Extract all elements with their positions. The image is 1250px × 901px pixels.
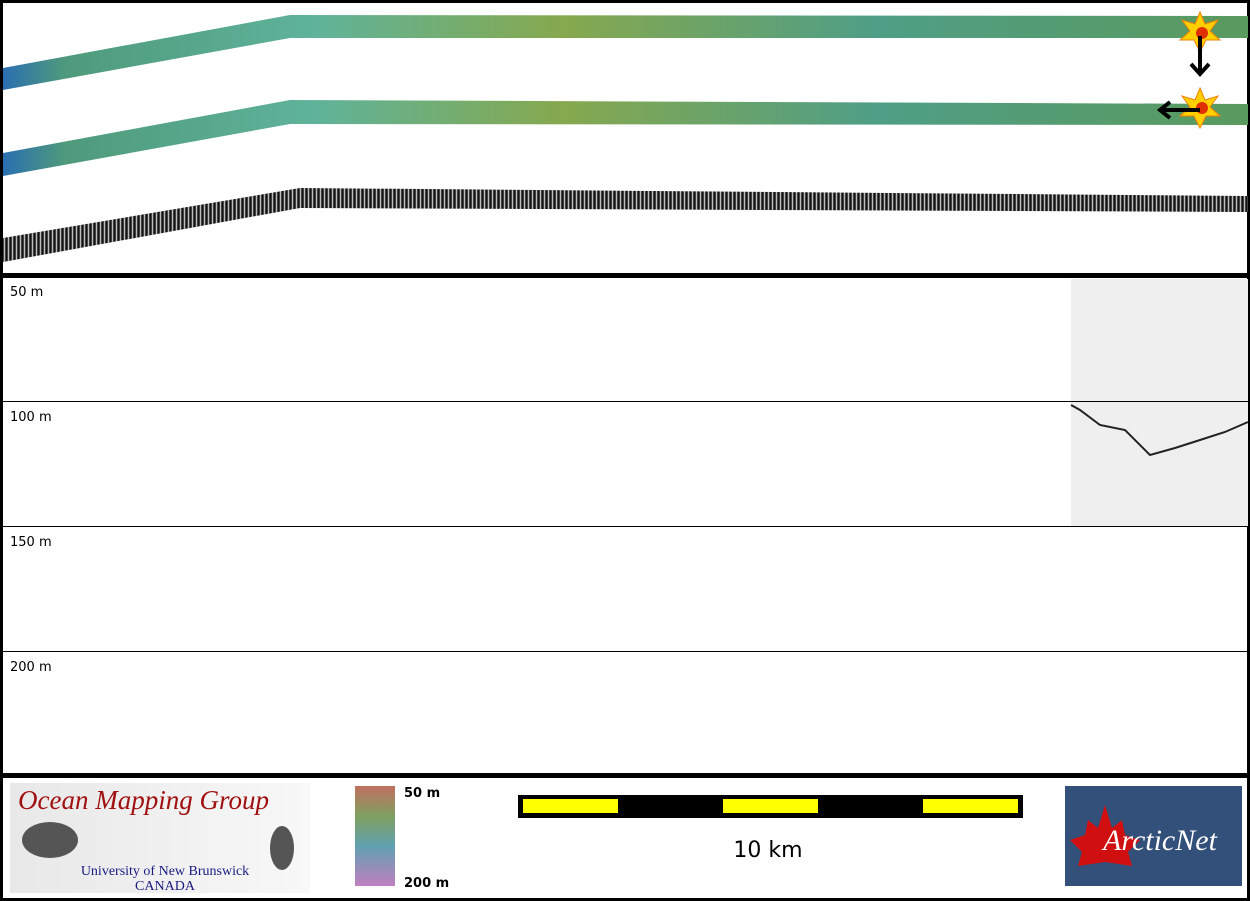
divider: [0, 773, 1250, 778]
logo-title: Ocean Mapping Group: [18, 785, 269, 815]
partner-name: ArcticNet: [1101, 824, 1218, 857]
logo-art: [22, 822, 78, 858]
depth-label: 200 m: [10, 660, 52, 675]
vessel-marker: [1178, 10, 1222, 77]
depth-label: 150 m: [10, 535, 52, 550]
backscatter-strip: [3, 188, 1248, 262]
vessel-marker: [1156, 86, 1222, 130]
divider: [0, 273, 1250, 278]
depth-label: 100 m: [10, 410, 52, 425]
maple-leaf: [1070, 805, 1140, 866]
seabed-trace: [1070, 404, 1249, 457]
logo-art: [270, 826, 294, 870]
color-bar-label: 50 m: [404, 786, 440, 801]
scale-segment: [523, 799, 618, 813]
bathymetry-strip: [3, 100, 1248, 176]
echogram: [1071, 279, 1248, 526]
depth-label: 50 m: [10, 285, 43, 300]
scale-segment: [723, 799, 818, 813]
color-bar-label: 200 m: [404, 876, 449, 891]
scale-segment: [923, 799, 1018, 813]
logo-text: University of New Brunswick: [81, 864, 249, 879]
logo-text: CANADA: [135, 879, 196, 894]
color-bar: [355, 786, 395, 886]
bathymetry-strip: [3, 15, 1248, 90]
scale-label: 10 km: [733, 838, 802, 863]
